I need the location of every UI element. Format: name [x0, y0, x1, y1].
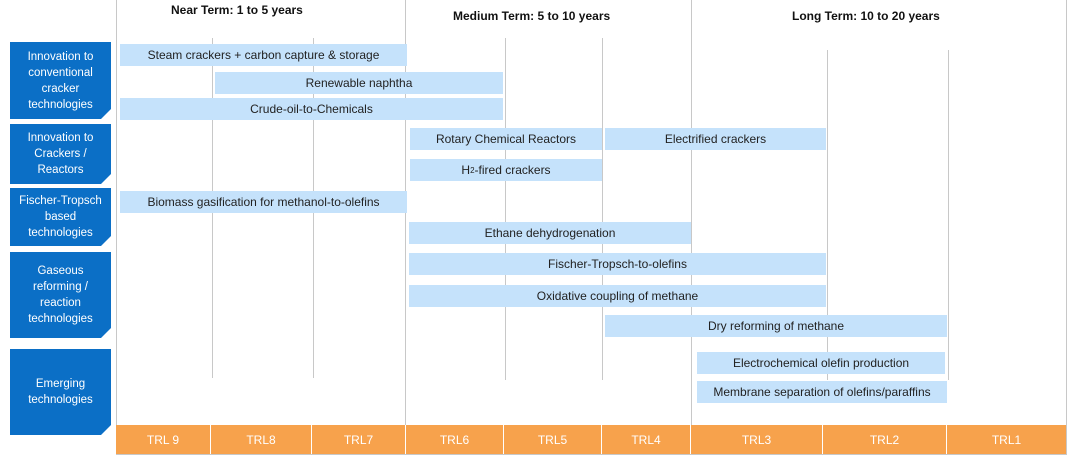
bar-oxidative-coupling: Oxidative coupling of methane	[409, 285, 826, 307]
right-frame-line	[1066, 0, 1067, 455]
trl-cell-9: TRL 9	[116, 425, 211, 454]
bar-h2-suffix: -fired crackers	[474, 163, 551, 177]
bar-h2-fired-crackers: H 2 -fired crackers	[410, 159, 602, 181]
bar-h2-prefix: H	[461, 163, 471, 177]
trl-cell-3: TRL3	[691, 425, 823, 454]
trl-cell-4: TRL4	[602, 425, 691, 454]
trl-cell-7: TRL7	[312, 425, 406, 454]
bar-ethane-dehydrogenation: Ethane dehydrogenation	[409, 222, 691, 244]
left-frame-line	[116, 0, 117, 455]
term-divider-long	[691, 0, 692, 425]
bar-rotary-chemical-reactors: Rotary Chemical Reactors	[410, 128, 602, 150]
term-label-medium: Medium Term: 5 to 10 years	[453, 9, 611, 23]
bar-membrane-separation: Membrane separation of olefins/paraffins	[697, 381, 947, 403]
bar-renewable-naphtha: Renewable naphtha	[215, 72, 503, 94]
bar-fischer-tropsch-to-olefins: Fischer-Tropsch-to-olefins	[409, 253, 826, 275]
bar-biomass-gasification: Biomass gasification for methanol-to-ole…	[120, 191, 407, 213]
trl-gridline-1	[948, 50, 949, 380]
term-label-long: Long Term: 10 to 20 years	[792, 9, 940, 23]
bar-electrified-crackers: Electrified crackers	[605, 128, 826, 150]
bar-crude-oil-to-chemicals: Crude-oil-to-Chemicals	[120, 98, 503, 120]
category-emerging: Emerging technologies	[10, 349, 111, 435]
bar-dry-reforming: Dry reforming of methane	[605, 315, 947, 337]
category-fischer-tropsch: Fischer-Tropsch based technologies	[10, 188, 111, 246]
trl-cell-5: TRL5	[504, 425, 602, 454]
category-crackers-reactors: Innovation to Crackers / Reactors	[10, 124, 111, 184]
bar-electrochemical-olefin: Electrochemical olefin production	[697, 352, 945, 374]
trl-cell-2: TRL2	[823, 425, 947, 454]
bar-h2-subscript: 2	[470, 165, 475, 175]
category-conventional-cracker: Innovation to conventional cracker techn…	[10, 42, 111, 119]
trl-gridline-2	[827, 50, 828, 380]
trl-cell-1: TRL1	[947, 425, 1066, 454]
bottom-frame-line	[116, 454, 1067, 455]
trl-cell-6: TRL6	[406, 425, 504, 454]
trl-gridline-5	[505, 38, 506, 380]
trl-gridline-4	[602, 38, 603, 380]
trl-cell-8: TRL8	[211, 425, 312, 454]
category-gaseous-reforming: Gaseous reforming / reaction technologie…	[10, 252, 111, 338]
term-label-near: Near Term: 1 to 5 years	[171, 3, 303, 17]
bar-steam-crackers-ccs: Steam crackers + carbon capture & storag…	[120, 44, 407, 66]
